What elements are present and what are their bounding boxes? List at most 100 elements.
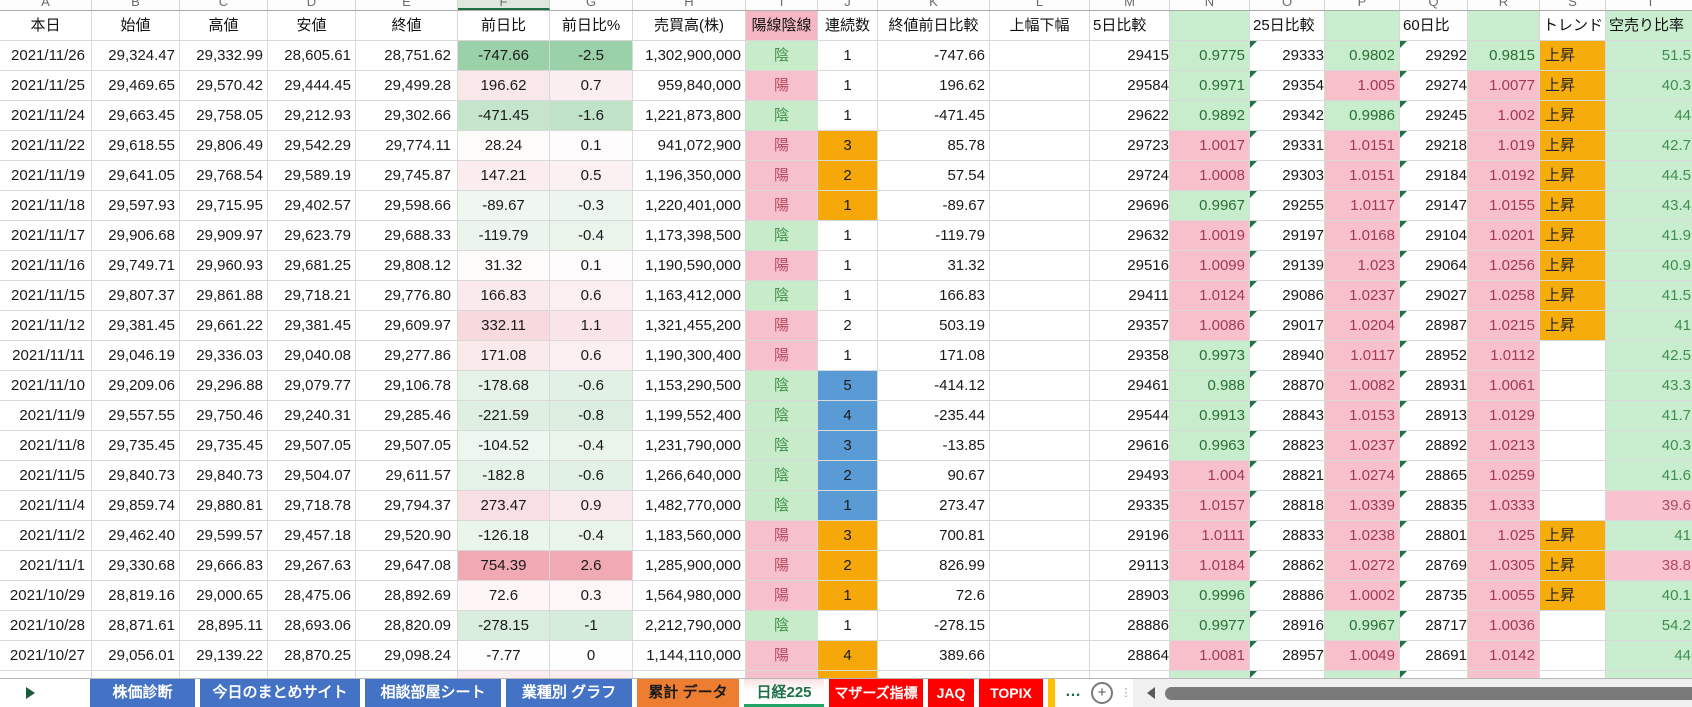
cell-diff[interactable]: -89.67	[878, 191, 990, 221]
cell-r60[interactable]: 1.0036	[1468, 611, 1540, 641]
cell-candle[interactable]: 陰	[746, 491, 818, 521]
column-header-T[interactable]: T	[1606, 0, 1692, 10]
cell-date[interactable]: 2021/11/11	[0, 341, 92, 371]
cell-open[interactable]: 29,840.73	[92, 461, 180, 491]
cell-diff[interactable]: 31.32	[878, 251, 990, 281]
cell-high[interactable]: 29,840.73	[180, 461, 268, 491]
cell-trend[interactable]: 上昇	[1540, 131, 1606, 161]
cell-close[interactable]: 29,507.05	[356, 431, 458, 461]
cell-diff[interactable]: 72.6	[878, 581, 990, 611]
cell-r25[interactable]: 1.0238	[1325, 521, 1400, 551]
partial-cell-vol[interactable]	[633, 671, 746, 679]
horizontal-scrollbar[interactable]	[1133, 679, 1692, 707]
cell-chg[interactable]: 171.08	[458, 341, 550, 371]
cell-trend[interactable]: 上昇	[1540, 311, 1606, 341]
cell-trend[interactable]: 上昇	[1540, 521, 1606, 551]
cell-range[interactable]	[990, 641, 1090, 671]
cell-d5[interactable]: 29335	[1090, 491, 1170, 521]
cell-d25[interactable]: 28843	[1250, 401, 1325, 431]
cell-d5[interactable]: 28864	[1090, 641, 1170, 671]
cell-short[interactable]: 54.2	[1606, 611, 1692, 641]
cell-short[interactable]: 41.6	[1606, 461, 1692, 491]
cell-short[interactable]: 41.5	[1606, 281, 1692, 311]
cell-diff[interactable]: -414.12	[878, 371, 990, 401]
cell-r60[interactable]: 1.019	[1468, 131, 1540, 161]
cell-short[interactable]: 38.8	[1606, 551, 1692, 581]
cell-d25[interactable]: 29333	[1250, 41, 1325, 71]
cell-r60[interactable]: 0.9815	[1468, 41, 1540, 71]
cell-d60[interactable]: 28952	[1400, 341, 1468, 371]
tab-scroll-right-icon[interactable]	[26, 687, 35, 699]
cell-pct[interactable]: 0.7	[550, 71, 633, 101]
cell-d25[interactable]: 28823	[1250, 431, 1325, 461]
cell-pct[interactable]: 0.1	[550, 251, 633, 281]
cell-d25[interactable]: 29017	[1250, 311, 1325, 341]
cell-low[interactable]: 29,381.45	[268, 311, 356, 341]
cell-diff[interactable]: -278.15	[878, 611, 990, 641]
cell-close[interactable]: 29,647.08	[356, 551, 458, 581]
cell-open[interactable]: 29,557.55	[92, 401, 180, 431]
cell-r25[interactable]: 1.0082	[1325, 371, 1400, 401]
cell-date[interactable]: 2021/11/2	[0, 521, 92, 551]
sheet-tab-5[interactable]: 累計 データ	[637, 679, 739, 707]
cell-trend[interactable]	[1540, 431, 1606, 461]
cell-d25[interactable]: 29139	[1250, 251, 1325, 281]
cell-date[interactable]: 2021/11/15	[0, 281, 92, 311]
cell-d5[interactable]: 29723	[1090, 131, 1170, 161]
cell-date[interactable]: 2021/11/22	[0, 131, 92, 161]
cell-streak[interactable]: 3	[818, 521, 878, 551]
header-cell-vol[interactable]: 売買高(株)	[633, 11, 746, 41]
cell-range[interactable]	[990, 191, 1090, 221]
cell-open[interactable]: 29,462.40	[92, 521, 180, 551]
cell-pct[interactable]: -0.4	[550, 431, 633, 461]
cell-trend[interactable]	[1540, 401, 1606, 431]
cell-r60[interactable]: 1.0259	[1468, 461, 1540, 491]
cell-chg[interactable]: -89.67	[458, 191, 550, 221]
partial-cell-d60[interactable]	[1400, 671, 1468, 679]
cell-range[interactable]	[990, 131, 1090, 161]
cell-low[interactable]: 29,240.31	[268, 401, 356, 431]
cell-candle[interactable]: 陽	[746, 131, 818, 161]
cell-vol[interactable]: 959,840,000	[633, 71, 746, 101]
cell-r60[interactable]: 1.0305	[1468, 551, 1540, 581]
cell-d60[interactable]: 29104	[1400, 221, 1468, 251]
cell-d5[interactable]: 29516	[1090, 251, 1170, 281]
cell-pct[interactable]: -1.6	[550, 101, 633, 131]
column-header-K[interactable]: K	[878, 0, 990, 10]
header-cell-candle[interactable]: 陽線陰線	[746, 11, 818, 41]
cell-short[interactable]: 43.3	[1606, 371, 1692, 401]
cell-short[interactable]: 43.4	[1606, 191, 1692, 221]
cell-trend[interactable]	[1540, 371, 1606, 401]
cell-trend[interactable]	[1540, 491, 1606, 521]
cell-open[interactable]: 29,056.01	[92, 641, 180, 671]
cell-open[interactable]: 29,469.65	[92, 71, 180, 101]
cell-r25[interactable]: 1.0274	[1325, 461, 1400, 491]
cell-d25[interactable]: 29342	[1250, 101, 1325, 131]
cell-d60[interactable]: 28987	[1400, 311, 1468, 341]
tabbar-splitter-icon[interactable]: ⋮	[1120, 687, 1132, 699]
column-header-N[interactable]: N	[1170, 0, 1250, 10]
cell-range[interactable]	[990, 401, 1090, 431]
cell-d5[interactable]: 29358	[1090, 341, 1170, 371]
cell-candle[interactable]: 陽	[746, 341, 818, 371]
cell-vol[interactable]: 1,266,640,000	[633, 461, 746, 491]
cell-r60[interactable]: 1.0213	[1468, 431, 1540, 461]
partial-cell-r25[interactable]	[1325, 671, 1400, 679]
cell-d60[interactable]: 28691	[1400, 641, 1468, 671]
cell-d25[interactable]: 28862	[1250, 551, 1325, 581]
cell-r25[interactable]: 1.0339	[1325, 491, 1400, 521]
cell-diff[interactable]: -119.79	[878, 221, 990, 251]
cell-d5[interactable]: 29616	[1090, 431, 1170, 461]
cell-diff[interactable]: 196.62	[878, 71, 990, 101]
cell-trend[interactable]	[1540, 641, 1606, 671]
cell-d5[interactable]: 29724	[1090, 161, 1170, 191]
cell-high[interactable]: 29,336.03	[180, 341, 268, 371]
cell-r60[interactable]: 1.002	[1468, 101, 1540, 131]
cell-range[interactable]	[990, 341, 1090, 371]
cell-low[interactable]: 29,504.07	[268, 461, 356, 491]
column-header-O[interactable]: O	[1250, 0, 1325, 10]
cell-diff[interactable]: 85.78	[878, 131, 990, 161]
column-header-D[interactable]: D	[268, 0, 356, 10]
cell-d60[interactable]: 29274	[1400, 71, 1468, 101]
cell-d60[interactable]: 29064	[1400, 251, 1468, 281]
